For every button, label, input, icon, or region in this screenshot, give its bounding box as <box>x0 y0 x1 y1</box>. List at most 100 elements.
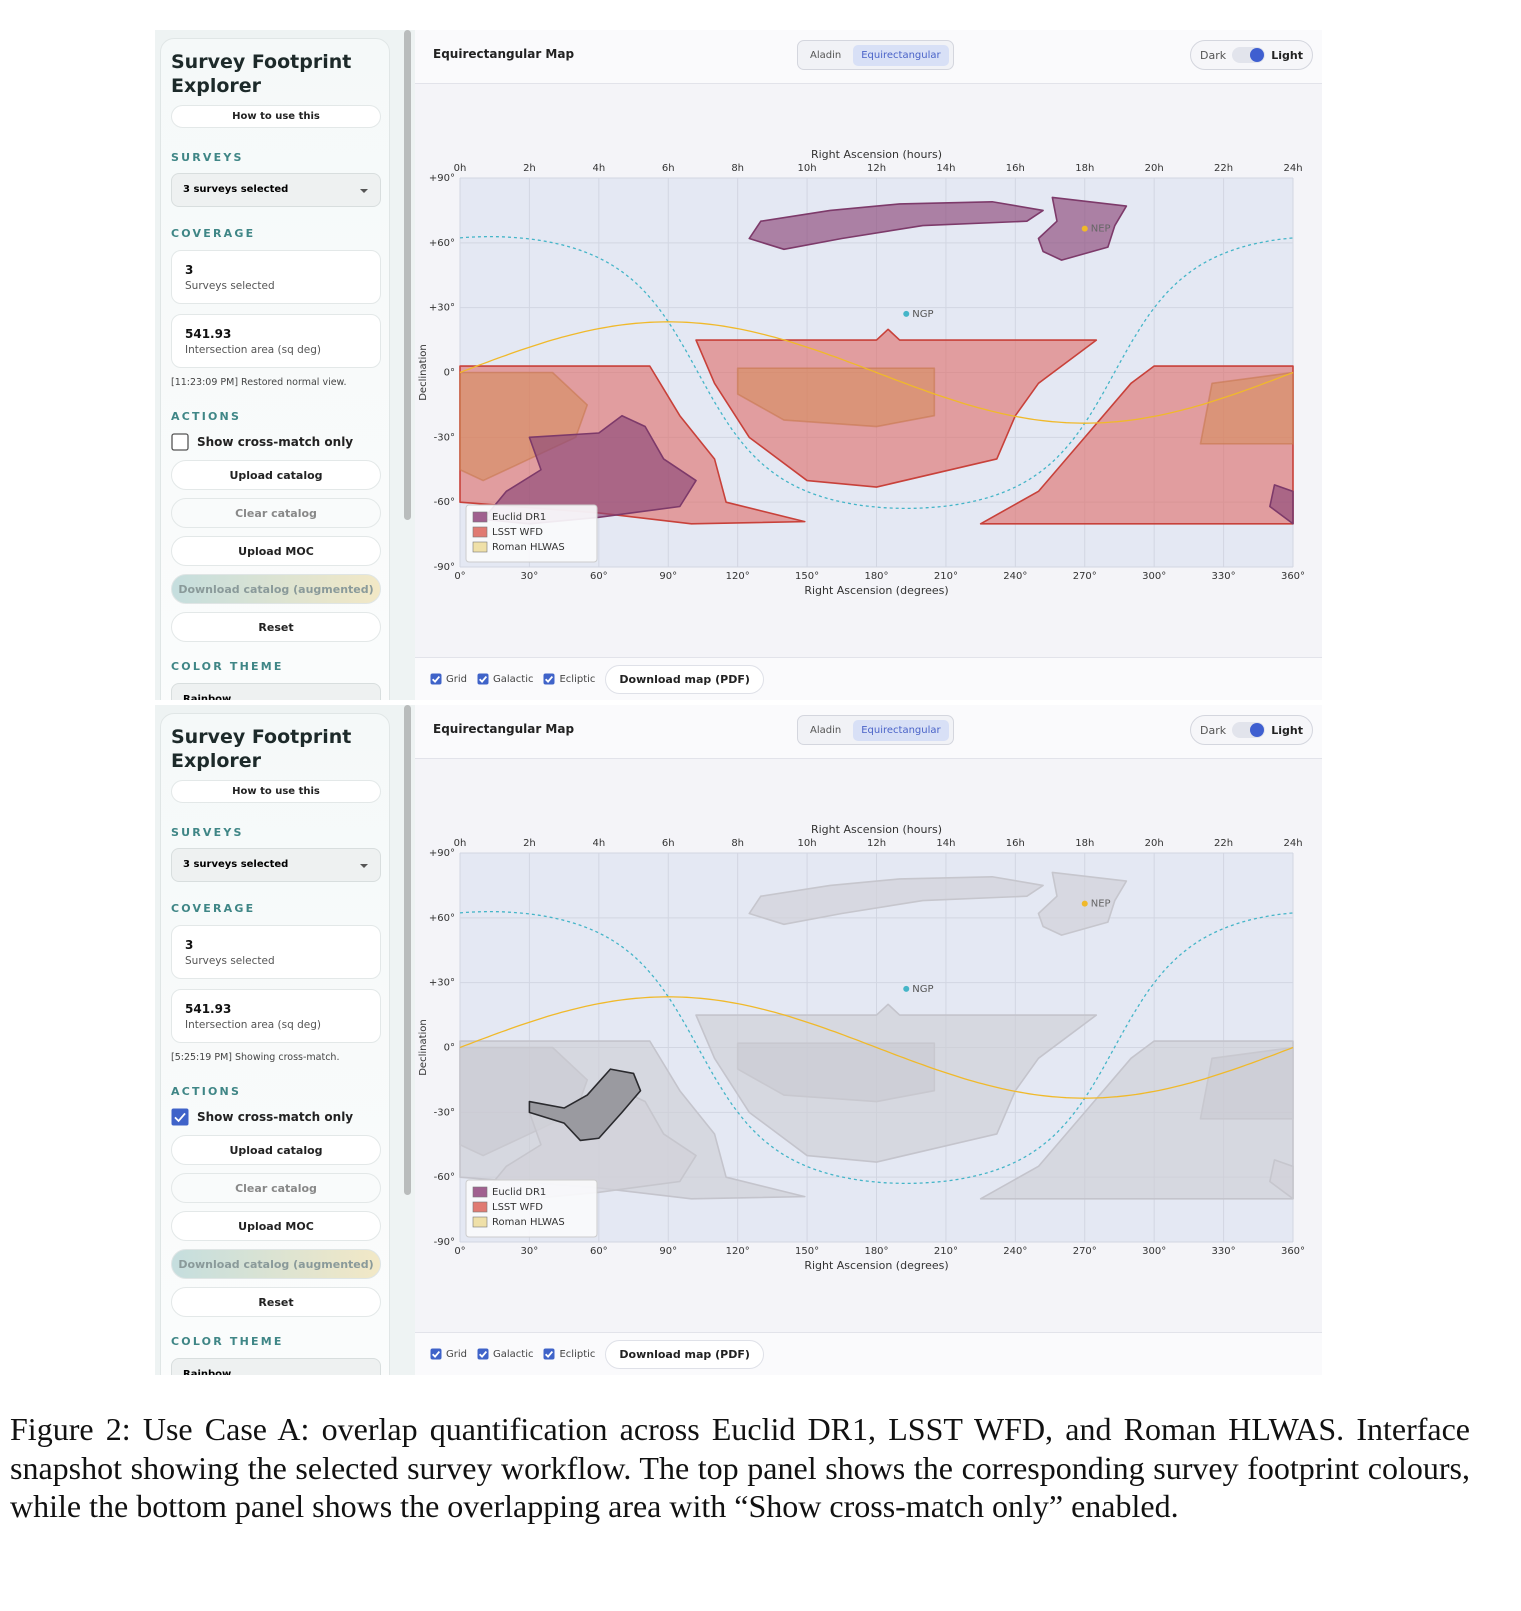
action-button[interactable]: Upload catalog <box>171 460 381 490</box>
action-button[interactable]: Clear catalog <box>171 498 381 528</box>
layer-toggle[interactable]: Ecliptic <box>543 1348 595 1360</box>
sidebar: Survey Footprint Explorer How to use this… <box>160 38 390 700</box>
action-button[interactable]: Download catalog (augmented) <box>171 574 381 604</box>
y-tick-label: -90° <box>434 562 455 573</box>
sky-map: NEP NGP Right Ascension (hours) Right Ascen… <box>418 823 1305 1272</box>
x-tick-label: 0h <box>454 163 467 174</box>
layer-label: Galactic <box>493 1348 534 1360</box>
x-tick-label: 90° <box>659 571 677 582</box>
ngp-label: NGP <box>912 984 933 995</box>
y-tick-label: +60° <box>429 238 455 249</box>
x-tick-label: 2h <box>523 838 536 849</box>
legend-label: Roman HLWAS <box>492 1217 565 1228</box>
survey-select[interactable]: 3 surveys selected <box>171 173 381 207</box>
help-button[interactable]: How to use this <box>171 780 381 803</box>
axis-title: Right Ascension (hours) <box>811 148 942 161</box>
map-title: Equirectangular Map <box>433 722 575 736</box>
y-tick-label: +30° <box>429 303 455 314</box>
ngp-label: NGP <box>912 309 933 320</box>
download-map-button[interactable]: Download map (PDF) <box>605 1339 764 1369</box>
layer-label: Ecliptic <box>559 673 596 685</box>
check-box <box>430 673 442 685</box>
layer-label: Galactic <box>493 673 534 685</box>
view-option[interactable]: Equirectangular <box>853 44 949 66</box>
scrollbar <box>404 705 411 1195</box>
layer-toggle[interactable]: Galactic <box>477 673 533 685</box>
check-box <box>543 673 555 685</box>
x-tick-label: 10h <box>798 163 817 174</box>
roman-footprint <box>736 1042 936 1103</box>
checkbox-icon <box>171 1108 189 1126</box>
euclid-footprint <box>1269 1159 1294 1200</box>
ngp-marker <box>903 985 910 992</box>
legend-label: Euclid DR1 <box>492 512 546 523</box>
action-button[interactable]: Upload catalog <box>171 1135 381 1165</box>
x-tick-label: 12h <box>867 838 886 849</box>
theme-dark: Dark <box>1200 48 1227 62</box>
check-box <box>171 1108 189 1126</box>
x-tick-label: 12h <box>867 163 886 174</box>
x-tick-label: 270° <box>1073 571 1097 582</box>
select-caret <box>360 189 368 193</box>
action-button[interactable]: Upload MOC <box>171 536 381 566</box>
theme-toggle[interactable]: Dark Light <box>1190 715 1313 745</box>
select-text: 3 surveys selected <box>183 859 289 870</box>
x-tick-label: 180° <box>864 1246 888 1257</box>
checkbox-icon <box>171 433 189 451</box>
x-tick-label: 240° <box>1003 1246 1027 1257</box>
y-tick-label: -60° <box>434 1172 455 1183</box>
x-tick-label: 6h <box>662 163 675 174</box>
x-tick-label: 16h <box>1006 838 1025 849</box>
action-button[interactable]: Download catalog (augmented) <box>171 1249 381 1279</box>
x-tick-label: 300° <box>1142 1246 1166 1257</box>
theme-light: Light <box>1271 723 1303 737</box>
layer-toggle[interactable]: Ecliptic <box>543 673 595 685</box>
theme-toggle[interactable]: Dark Light <box>1190 40 1313 70</box>
layer-toggle[interactable]: Grid <box>430 673 467 685</box>
help-button[interactable]: How to use this <box>171 105 381 128</box>
action-button[interactable]: Reset <box>171 1287 381 1317</box>
map-area: NEP NGP Right Ascension (hours) Right Ascen… <box>415 30 1322 700</box>
y-tick-label: -30° <box>434 432 455 443</box>
x-tick-label: 2h <box>523 163 536 174</box>
layer-toggle[interactable]: Grid <box>430 1348 467 1360</box>
action-button[interactable]: Upload MOC <box>171 1211 381 1241</box>
euclid-footprint <box>482 414 697 525</box>
layer-toggle[interactable]: Galactic <box>477 1348 533 1360</box>
axis-title: Declination <box>418 1019 429 1076</box>
legend-label: Roman HLWAS <box>492 542 565 553</box>
crossmatch-toggle[interactable]: Show cross-match only <box>171 1108 353 1126</box>
theme-select[interactable]: Rainbow <box>171 683 381 700</box>
x-tick-label: 18h <box>1075 163 1094 174</box>
view-option[interactable]: Aladin <box>810 724 842 736</box>
section-heading: ACTIONS <box>171 1085 242 1098</box>
x-tick-label: 18h <box>1075 838 1094 849</box>
stat-card: 3 Surveys selected <box>171 250 381 304</box>
y-tick-label: 0° <box>444 1043 455 1054</box>
x-tick-label: 8h <box>731 838 744 849</box>
x-tick-label: 120° <box>726 1246 750 1257</box>
action-button[interactable]: Clear catalog <box>171 1173 381 1203</box>
action-button[interactable]: Reset <box>171 612 381 642</box>
sky-map: NEP NGP Right Ascension (hours) Right Ascen… <box>418 148 1305 597</box>
app-title: Survey Footprint Explorer <box>171 726 352 772</box>
stat-value: 3 <box>185 938 194 952</box>
crossmatch-label: Show cross-match only <box>197 435 354 449</box>
sidebar: Survey Footprint Explorer How to use this… <box>160 713 390 1375</box>
x-tick-label: 60° <box>590 1246 608 1257</box>
stat-label: Surveys selected <box>185 955 275 967</box>
crossmatch-toggle[interactable]: Show cross-match only <box>171 433 353 451</box>
survey-select[interactable]: 3 surveys selected <box>171 848 381 882</box>
section-heading: COLOR THEME <box>171 1335 284 1348</box>
stat-card: 541.93 Intersection area (sq deg) <box>171 989 381 1043</box>
section-heading: COLOR THEME <box>171 660 284 673</box>
legend-swatch <box>472 1201 488 1213</box>
theme-select[interactable]: Rainbow <box>171 1358 381 1375</box>
euclid-footprint <box>748 200 1044 251</box>
view-option[interactable]: Aladin <box>810 49 842 61</box>
check-mark <box>545 1351 554 1358</box>
roman-footprint <box>1199 371 1294 445</box>
x-tick-label: 360° <box>1281 571 1305 582</box>
view-option[interactable]: Equirectangular <box>853 719 949 741</box>
download-map-button[interactable]: Download map (PDF) <box>605 664 764 694</box>
